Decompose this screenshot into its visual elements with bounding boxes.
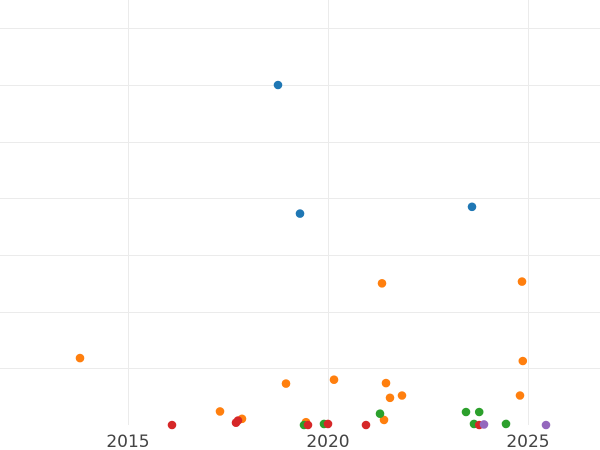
data-points <box>75 80 551 430</box>
data-point-s1-3[interactable] <box>281 379 291 388</box>
grid <box>0 0 600 425</box>
data-point-s0-0[interactable] <box>273 80 283 90</box>
data-point-s2-2[interactable] <box>375 409 385 419</box>
data-point-s1-7[interactable] <box>379 415 389 425</box>
data-point-s1-9[interactable] <box>385 393 395 403</box>
data-point-s2-5[interactable] <box>474 407 484 417</box>
x-tick-label-2025: 2025 <box>506 432 549 450</box>
x-tick-label-2015: 2015 <box>106 432 149 450</box>
data-point-s1-5[interactable] <box>329 375 339 385</box>
x-tick-label-2020: 2020 <box>306 432 349 450</box>
data-point-s3-3[interactable] <box>303 420 313 430</box>
data-point-s1-8[interactable] <box>381 378 391 388</box>
data-point-s1-1[interactable] <box>215 407 225 416</box>
data-point-s1-13[interactable] <box>518 356 528 366</box>
data-point-s1-6[interactable] <box>377 279 387 288</box>
data-point-s3-4[interactable] <box>323 419 333 429</box>
data-point-s1-11[interactable] <box>515 391 525 400</box>
data-point-s0-2[interactable] <box>467 202 477 212</box>
data-point-s1-10[interactable] <box>397 391 407 400</box>
data-point-s1-12[interactable] <box>517 277 527 286</box>
data-point-s4-1[interactable] <box>541 420 551 430</box>
data-point-s2-3[interactable] <box>461 407 471 417</box>
data-point-s0-1[interactable] <box>295 209 305 218</box>
data-point-s2-6[interactable] <box>501 419 511 429</box>
data-point-s3-5[interactable] <box>361 420 371 430</box>
data-point-s1-0[interactable] <box>75 353 85 363</box>
data-point-s3-0[interactable] <box>167 420 177 430</box>
x-axis-ticks: 2015 2020 2025 <box>106 432 549 450</box>
data-point-s3-2[interactable] <box>233 416 243 425</box>
data-point-s4-0[interactable] <box>479 420 489 429</box>
